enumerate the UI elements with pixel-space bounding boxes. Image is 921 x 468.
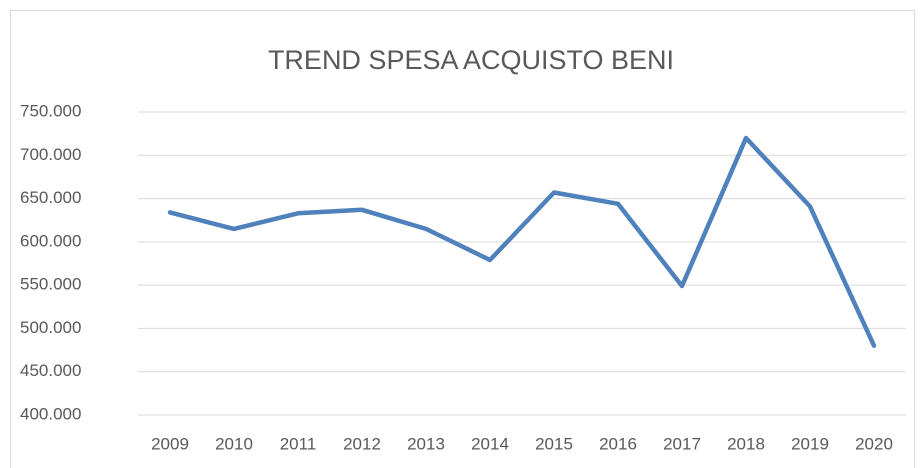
y-tick-label: 600.000 [20, 231, 81, 250]
chart-frame [10, 10, 915, 468]
x-tick-label: 2016 [599, 434, 637, 453]
x-tick-label: 2020 [855, 434, 893, 453]
x-tick-label: 2018 [727, 434, 765, 453]
x-tick-label: 2019 [791, 434, 829, 453]
x-tick-label: 2009 [151, 434, 189, 453]
y-tick-label: 650.000 [20, 188, 81, 207]
y-tick-label: 700.000 [20, 145, 81, 164]
x-tick-label: 2012 [343, 434, 381, 453]
y-tick-label: 500.000 [20, 318, 81, 337]
x-tick-label: 2014 [471, 434, 509, 453]
x-tick-label: 2017 [663, 434, 701, 453]
y-tick-label: 450.000 [20, 361, 81, 380]
data-line [167, 135, 877, 348]
x-tick-label: 2013 [407, 434, 445, 453]
y-tick-label: 750.000 [20, 101, 81, 120]
y-tick-label: 400.000 [20, 404, 81, 423]
chart-title: TREND SPESA ACQUISTO BENI [268, 45, 674, 75]
x-tick-label: 2010 [215, 434, 253, 453]
y-tick-label: 550.000 [20, 275, 81, 294]
x-tick-label: 2011 [280, 434, 317, 453]
x-tick-label: 2015 [535, 434, 573, 453]
